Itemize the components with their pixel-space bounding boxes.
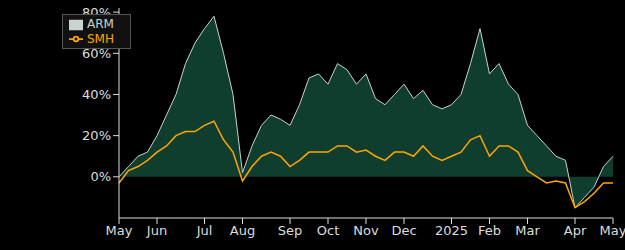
svg-text:Feb: Feb (478, 223, 501, 238)
svg-text:60%: 60% (82, 46, 111, 61)
svg-text:Jun: Jun (146, 223, 167, 238)
svg-text:0%: 0% (90, 169, 111, 184)
svg-text:Sep: Sep (278, 223, 303, 238)
html-text:ARM: ARM (87, 17, 114, 31)
html-text:SMH: SMH (87, 31, 114, 46)
svg-text:Nov: Nov (353, 223, 379, 238)
svg-text:Jul: Jul (196, 223, 213, 238)
svg-text:Apr: Apr (564, 223, 587, 238)
svg-text:2025: 2025 (435, 223, 468, 238)
svg-text:80%: 80% (82, 5, 111, 20)
svg-text:Dec: Dec (391, 223, 416, 238)
svg-text:Oct: Oct (317, 223, 339, 238)
svg-text:May: May (600, 223, 617, 238)
svg-text:20%: 20% (82, 128, 111, 143)
svg-text:Mar: Mar (515, 223, 540, 238)
svg-text:40%: 40% (82, 87, 111, 102)
svg-text:May: May (106, 223, 133, 238)
svg-text:Aug: Aug (230, 223, 255, 238)
